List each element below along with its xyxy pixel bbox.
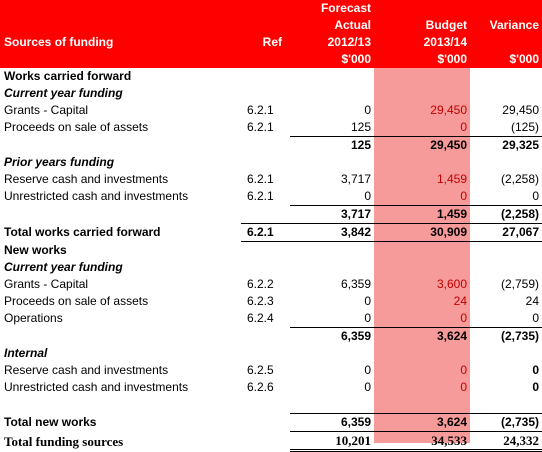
header-row-1: Forecast	[0, 0, 542, 17]
header-forecast-line3: 2012/13	[290, 34, 374, 51]
table-row: Proceeds on sale of assets 6.2.3 0 24 24	[4, 294, 539, 308]
table-row: Operations 6.2.4 0 0 0	[4, 311, 539, 326]
header-row-2: Actual Budget Variance	[0, 17, 542, 34]
table-row: Unrestricted cash and investments 6.2.1 …	[4, 189, 539, 204]
header-row-4: $'000 $'000 $'000	[0, 51, 542, 68]
table-row: Grants - Capital 6.2.1 0 29,450 29,450	[4, 103, 539, 117]
table-row: Unrestricted cash and investments 6.2.6 …	[4, 380, 539, 394]
section-new-works: New works	[4, 242, 67, 257]
total-works-carried-forward-row: Total works carried forward 6.2.1 3,842 …	[0, 223, 542, 242]
subsection-internal: Internal	[4, 346, 48, 360]
subtotal-row: 3,717 1,459 (2,258)	[0, 205, 542, 224]
header-row-3: Sources of funding Ref 2012/13 2013/14	[0, 34, 542, 51]
total-new-works-row: Total new works 6,359 3,624 (2,735)	[0, 413, 542, 432]
spacer-row	[0, 396, 542, 414]
header-forecast-line1: Forecast	[290, 0, 374, 17]
total-funding-sources-row: Total funding sources 10,201 34,533 24,3…	[0, 431, 542, 452]
header-budget-line2: 2013/14	[374, 34, 470, 51]
table-row: Grants - Capital 6.2.2 6,359 3,600 (2,75…	[4, 277, 539, 291]
header-budget-unit: $'000	[374, 51, 470, 68]
header-variance-unit: $'000	[470, 51, 542, 68]
header-forecast-line2: Actual	[290, 17, 374, 34]
header-budget-line1: Budget	[374, 17, 470, 34]
header-forecast-unit: $'000	[290, 51, 374, 68]
header-ref-label: Ref	[241, 34, 290, 51]
header-variance-line1: Variance	[470, 17, 542, 34]
subsection-prior-years-funding: Prior years funding	[4, 155, 115, 169]
subsection-current-year-funding: Current year funding	[4, 260, 123, 274]
table-row: Reserve cash and investments 6.2.5 0 0 0	[4, 363, 539, 377]
table-row: Proceeds on sale of assets 6.2.1 125 0 (…	[4, 120, 539, 135]
subtotal-row: 125 29,450 29,325	[0, 136, 542, 154]
section-works-carried-forward: Works carried forward	[4, 69, 132, 83]
subtotal-row: 6,359 3,624 (2,735)	[0, 327, 542, 345]
table-row: Reserve cash and investments 6.2.1 3,717…	[4, 172, 539, 186]
subsection-current-year-funding: Current year funding	[4, 86, 123, 100]
header-sources-label: Sources of funding	[0, 34, 241, 51]
